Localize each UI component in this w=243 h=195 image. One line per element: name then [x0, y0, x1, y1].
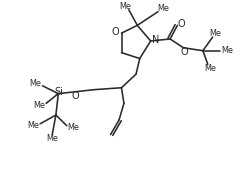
- Text: Me: Me: [27, 121, 39, 130]
- Text: Me: Me: [221, 46, 233, 55]
- Text: Me: Me: [157, 4, 169, 13]
- Text: O: O: [181, 47, 188, 58]
- Text: Me: Me: [205, 64, 217, 73]
- Text: Me: Me: [209, 29, 221, 38]
- Text: O: O: [72, 90, 79, 101]
- Text: Me: Me: [33, 101, 45, 110]
- Text: Me: Me: [46, 134, 58, 143]
- Text: Si: Si: [54, 87, 63, 98]
- Text: O: O: [112, 27, 119, 37]
- Text: O: O: [178, 19, 186, 29]
- Text: Me: Me: [68, 123, 79, 132]
- Text: Me: Me: [29, 79, 41, 88]
- Text: N: N: [152, 35, 160, 45]
- Text: Me: Me: [119, 2, 131, 11]
